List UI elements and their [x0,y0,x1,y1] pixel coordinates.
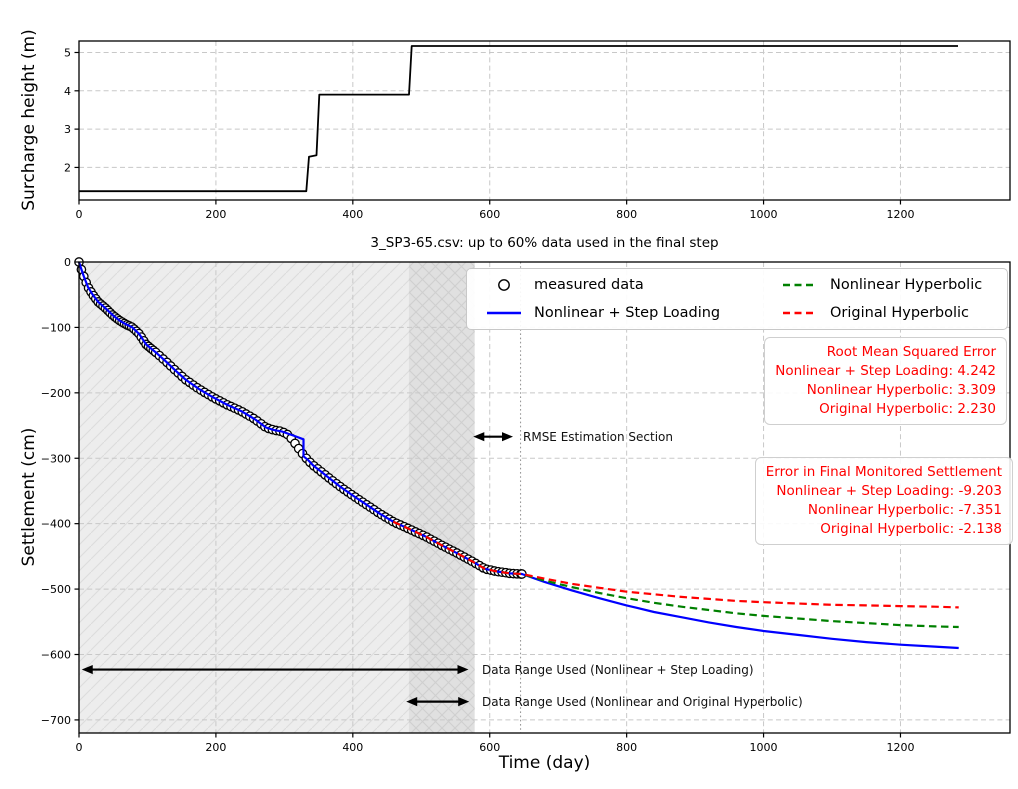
settlement-axes: 0 200 400 600 800 1000 1200 0 −100 −200 −300 −400 −5… [41,256,1011,754]
open-circle-marker-icon [498,279,510,291]
svg-text:400: 400 [342,741,363,754]
dashed-line-marker-icon [783,283,817,287]
svg-text:−600: −600 [41,649,71,662]
legend-label: Original Hyperbolic [830,305,970,321]
svg-text:200: 200 [205,741,226,754]
legend-label: Nonlinear Hyperbolic [830,277,983,293]
original-hyperbolic-curve [392,520,959,609]
data-range-hyperbolic-label: Data Range Used (Nonlinear and Original … [482,695,803,709]
legend-label: Nonlinear + Step Loading [534,305,721,321]
svg-text:400: 400 [342,208,363,221]
svg-text:−300: −300 [41,452,71,465]
annotation-arrows [81,432,514,707]
legend-item-measured-data: measured data [473,277,769,293]
legend-item-step-loading: Nonlinear + Step Loading [473,305,769,321]
legend-item-original-hyperbolic: Original Hyperbolic [769,305,1001,321]
svg-text:800: 800 [616,741,637,754]
legend-label: measured data [534,277,644,293]
error-original-hyperbolic-value: Original Hyperbolic: -2.138 [820,521,1002,537]
surcharge-height-line [79,45,958,193]
svg-text:1200: 1200 [886,741,914,754]
dashed-line-marker-icon [783,311,817,315]
svg-text:−700: −700 [41,714,71,727]
svg-text:600: 600 [479,741,500,754]
nonlinear-step-loading-curve [77,261,959,650]
region-data-range-hyperbolic-hatch [408,262,475,733]
svg-text:−200: −200 [41,387,71,400]
rmse-nonlinear-hyperbolic-value: Nonlinear Hyperbolic: 3.309 [806,382,996,398]
svg-text:5: 5 [64,46,71,59]
rmse-box-title: Root Mean Squared Error [826,344,996,360]
svg-text:800: 800 [616,208,637,221]
svg-text:1000: 1000 [750,208,778,221]
rmse-estimation-section-label: RMSE Estimation Section [523,430,674,444]
svg-text:600: 600 [479,208,500,221]
svg-text:3: 3 [64,123,71,136]
svg-text:0: 0 [64,256,71,269]
surcharge-axes: 0 200 400 600 800 1000 1200 2 3 4 5 [64,40,1011,221]
svg-text:0: 0 [76,741,83,754]
error-nonlinear-hyperbolic-value: Nonlinear Hyperbolic: -7.351 [807,502,1002,518]
solid-line-marker-icon [487,311,521,315]
svg-text:2: 2 [64,161,71,174]
svg-text:1200: 1200 [886,208,914,221]
svg-text:−400: −400 [41,518,71,531]
top-y-axis-label: Surcharge height (m) [19,29,39,211]
rmse-original-hyperbolic-value: Original Hyperbolic: 2.230 [819,401,996,417]
svg-text:−100: −100 [41,321,71,334]
svg-text:−500: −500 [41,583,71,596]
error-step-loading-value: Nonlinear + Step Loading: -9.203 [776,483,1002,499]
rmse-stats-box: Root Mean Squared Error Nonlinear + Step… [764,337,1007,425]
bottom-y-axis-label: Settlement (cm) [19,427,39,567]
svg-text:0: 0 [76,208,83,221]
svg-text:1000: 1000 [750,741,778,754]
bottom-x-axis-label: Time (day) [498,753,591,773]
svg-text:4: 4 [64,85,71,98]
svg-text:200: 200 [205,208,226,221]
data-range-step-loading-label: Data Range Used (Nonlinear + Step Loadin… [482,663,754,677]
final-settlement-error-box: Error in Final Monitored Settlement Nonl… [754,457,1013,545]
rmse-step-loading-value: Nonlinear + Step Loading: 4.242 [775,363,996,379]
legend-item-nonlinear-hyperbolic: Nonlinear Hyperbolic [769,277,1001,293]
error-box-title: Error in Final Monitored Settlement [765,464,1002,480]
legend: measured data Nonlinear + Step Loading N… [466,268,1008,330]
chart-title: 3_SP3-65.csv: up to 60% data used in the… [370,235,719,251]
